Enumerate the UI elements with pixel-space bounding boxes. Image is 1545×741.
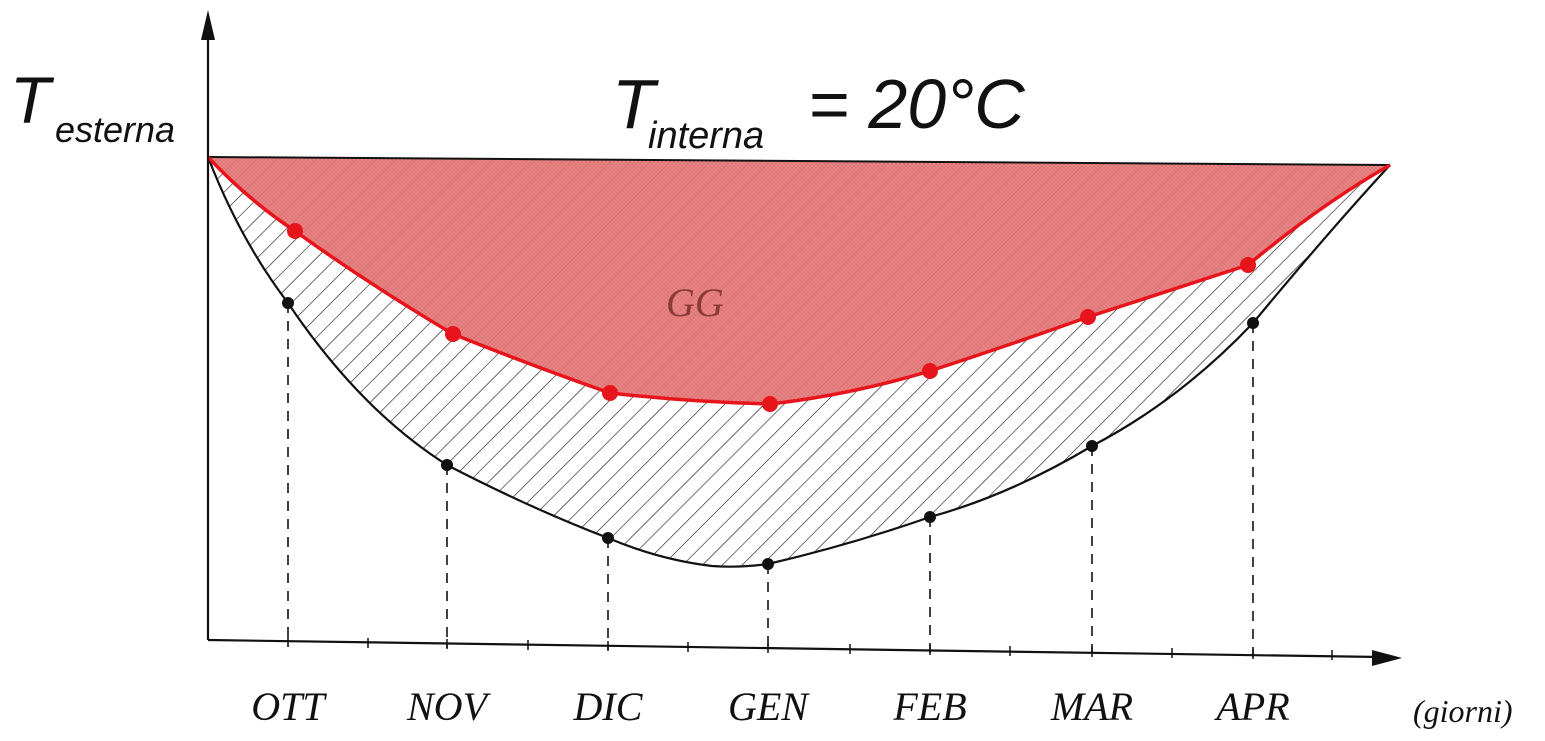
y-axis-label-sub: esterna <box>55 109 175 150</box>
outdoor-point-gen <box>762 558 774 570</box>
month-labels: OTT NOV DIC GEN FEB MAR APR <box>251 684 1289 729</box>
month-label-dic: DIC <box>573 684 644 729</box>
t-interna-line <box>207 156 1391 166</box>
red-point-dic <box>602 385 618 401</box>
red-point-mar <box>1080 309 1096 325</box>
outdoor-point-nov <box>441 459 453 471</box>
t-interna-subscript: interna <box>648 115 764 157</box>
x-axis <box>207 638 1381 659</box>
t-interna-value: = 20°C <box>808 65 1025 143</box>
month-label-feb: FEB <box>892 684 966 729</box>
red-point-nov <box>445 326 461 342</box>
gg-label: GG <box>666 280 724 325</box>
red-point-ott <box>287 223 303 239</box>
outdoor-point-dic <box>602 532 614 544</box>
outdoor-point-apr <box>1247 317 1259 329</box>
gg-area <box>208 157 1390 404</box>
month-label-gen: GEN <box>728 684 810 729</box>
red-point-feb <box>922 363 938 379</box>
outdoor-temperature-curve <box>206 156 1391 568</box>
month-label-nov: NOV <box>406 684 492 729</box>
month-drop-lines <box>287 303 1254 658</box>
month-label-apr: APR <box>1213 684 1289 729</box>
red-point-gen <box>762 396 778 412</box>
red-point-apr <box>1240 257 1256 273</box>
outdoor-point-feb <box>924 511 936 523</box>
t-interna-symbol: T <box>612 65 659 143</box>
x-axis-unit-label: (giorni) <box>1413 693 1513 729</box>
y-axis-label-t: T <box>10 63 55 137</box>
month-label-mar: MAR <box>1050 684 1133 729</box>
outdoor-temperature-points <box>282 297 1259 570</box>
x-axis-arrow <box>1372 650 1402 666</box>
month-label-ott: OTT <box>251 684 327 729</box>
outdoor-point-mar <box>1086 440 1098 452</box>
outdoor-point-ott <box>282 297 294 309</box>
y-axis-arrow <box>201 10 215 40</box>
red-curve-points <box>287 223 1256 412</box>
